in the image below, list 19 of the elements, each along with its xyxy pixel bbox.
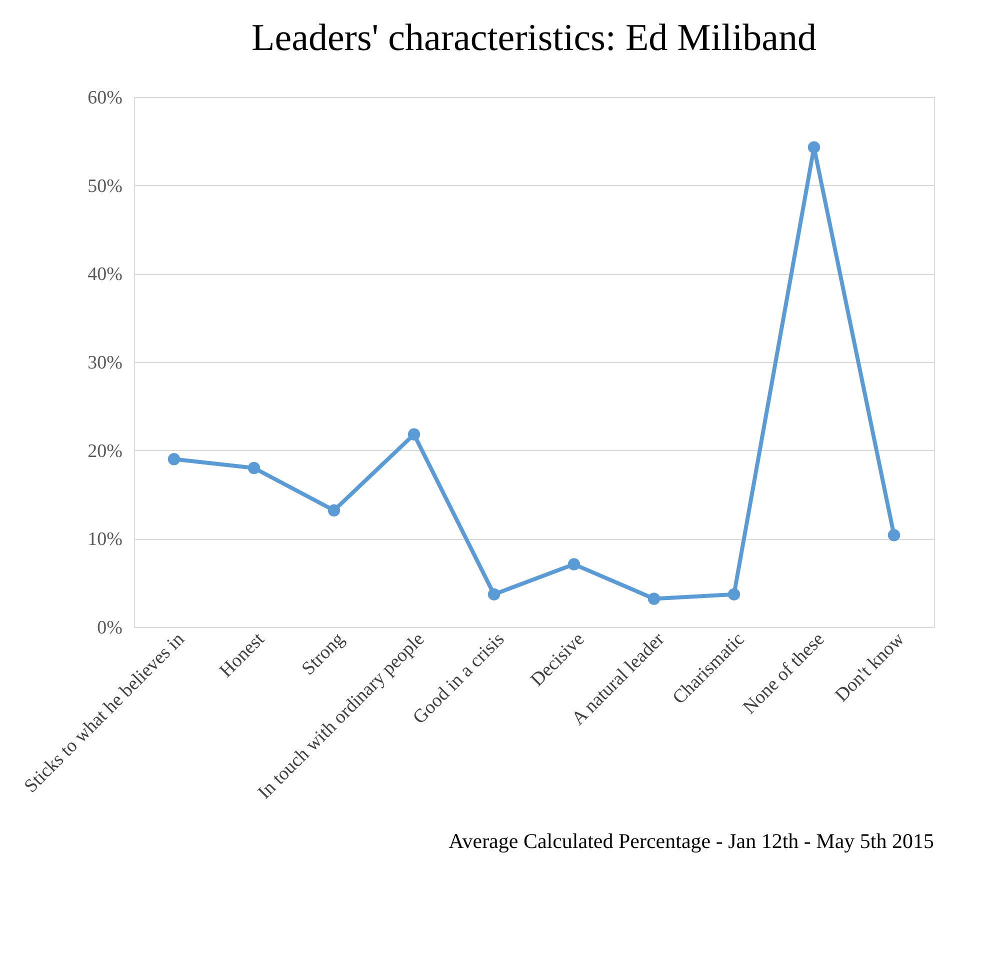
point — [728, 588, 740, 600]
point — [808, 141, 820, 154]
y-tick-label: 10% — [88, 529, 123, 550]
point — [248, 462, 260, 474]
point — [888, 529, 900, 542]
y-tick-label: 20% — [88, 440, 123, 462]
point — [168, 453, 180, 466]
y-tick-label: 0% — [97, 618, 123, 638]
point — [408, 428, 420, 441]
text: Average Calculated Percentage - Jan 12th - May 5th 2015 — [448, 829, 934, 853]
y-tick-label: 40% — [88, 264, 123, 286]
y-tick-label: 50% — [88, 176, 123, 197]
y-tick-label: 30% — [88, 352, 123, 374]
chart-title: Leaders' characteristics: Ed Miliband — [251, 17, 817, 59]
point — [488, 588, 500, 600]
point — [328, 504, 340, 517]
point — [648, 592, 660, 605]
point — [568, 558, 580, 570]
y-tick-label: 60% — [88, 88, 123, 108]
